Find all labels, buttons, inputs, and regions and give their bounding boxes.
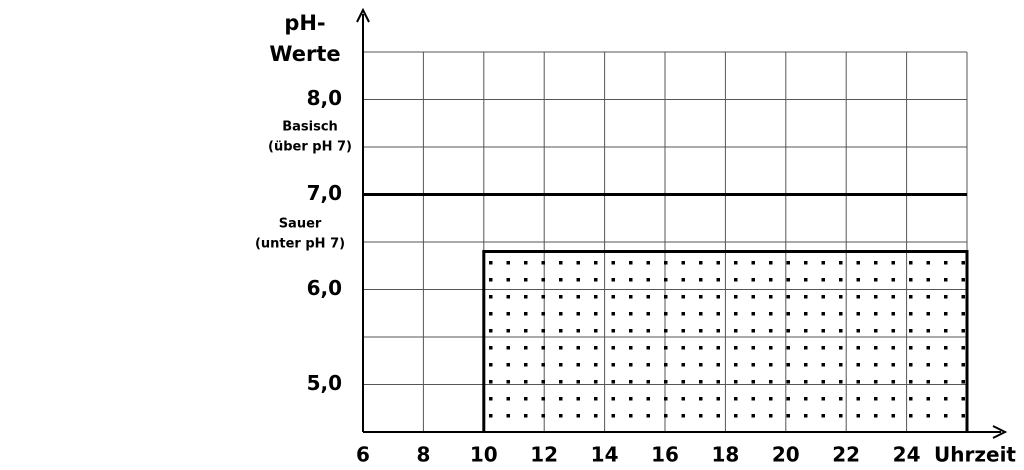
y-axis-title: pH- <box>284 11 325 35</box>
x-tick-label: 22 <box>832 443 860 467</box>
x-tick-label: 10 <box>470 443 498 467</box>
annotation: (über pH 7) <box>268 140 352 155</box>
x-axis-title: Uhrzeit <box>934 443 1016 467</box>
area-outline <box>482 250 969 432</box>
y-tick-label: 8,0 <box>307 86 342 110</box>
x-tick-label: 24 <box>893 443 921 467</box>
y-axis-title: Werte <box>269 42 340 66</box>
x-tick-label: 6 <box>356 443 370 467</box>
x-tick-label: 14 <box>591 443 619 467</box>
y-tick-label: 7,0 <box>307 181 342 205</box>
x-axis-arrow <box>992 425 1008 439</box>
x-tick-label: 8 <box>416 443 430 467</box>
annotation: (unter pH 7) <box>255 237 345 252</box>
area <box>483 251 967 432</box>
x-tick-label: 18 <box>711 443 739 467</box>
x-tick-label: 12 <box>530 443 558 467</box>
annotation: Sauer <box>279 217 322 232</box>
y-tick-label: 5,0 <box>307 371 342 395</box>
y-axis-arrow <box>356 7 370 23</box>
x-tick-label: 20 <box>772 443 800 467</box>
y-tick-label: 6,0 <box>307 276 342 300</box>
x-tick-label: 16 <box>651 443 679 467</box>
annotation: Basisch <box>282 120 338 135</box>
